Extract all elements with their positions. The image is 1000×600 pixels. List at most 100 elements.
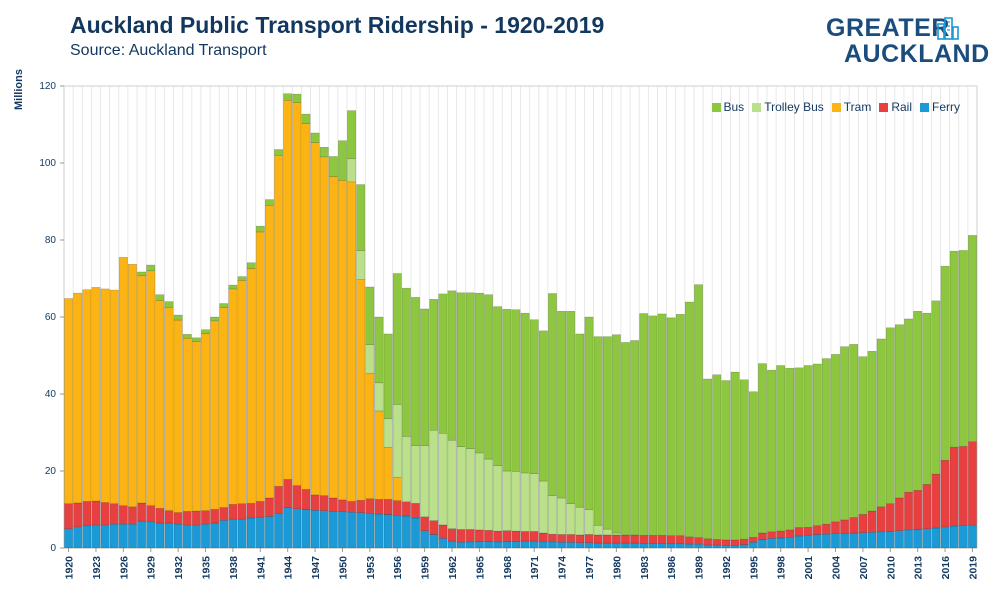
bar-segment-rail (246, 503, 256, 519)
bar-segment-ferry (538, 541, 548, 549)
bar-segment-rail (712, 539, 722, 546)
bar-segment-rail (575, 534, 585, 543)
bar-segment-trolley-bus (511, 471, 521, 532)
bar-segment-rail (392, 500, 402, 516)
bar-segment-ferry (392, 515, 402, 549)
bar-segment-ferry (411, 517, 420, 549)
bar-segment-rail (374, 499, 384, 515)
bar-segment-bus (885, 327, 895, 504)
bar-segment-ferry (548, 541, 557, 549)
bar-segment-rail (867, 510, 877, 533)
bar-segment-ferry (493, 541, 503, 549)
bar-segment-rail (538, 532, 548, 543)
bar-segment-tram (164, 307, 174, 511)
bar-segment-ferry (182, 524, 192, 549)
legend-item-ferry: Ferry (920, 100, 960, 114)
bar-segment-rail (566, 534, 576, 543)
bar-segment-rail (210, 509, 220, 524)
bar-segment-bus (666, 317, 676, 536)
bar-segment-trolley-bus (566, 503, 576, 535)
bar-segment-bus (182, 334, 192, 339)
x-tick-label: 1968 (502, 556, 514, 580)
bar-segment-bus (748, 391, 758, 538)
bar-segment-bus (319, 146, 329, 158)
city-buildings-icon (937, 17, 959, 40)
bar-segment-rail (429, 520, 439, 535)
bar-segment-tram (328, 176, 338, 499)
bar-segment-bus (411, 297, 420, 446)
bar-segment-bus (237, 276, 247, 281)
bar-segment-trolley-bus (365, 344, 375, 374)
bar-segment-tram (383, 447, 393, 500)
bar-segment-rail (904, 491, 913, 531)
bar-segment-bus (548, 293, 557, 496)
legend-label: Bus (723, 100, 745, 114)
bar-segment-bus (246, 262, 256, 269)
bar-segment-bus (392, 273, 402, 405)
bar-segment-trolley-bus (493, 465, 503, 532)
bar-segment-trolley-bus (429, 429, 439, 521)
legend-label: Rail (891, 100, 912, 114)
bar-segment-rail (484, 530, 493, 542)
bar-segment-rail (365, 498, 375, 514)
y-tick-label: 120 (39, 81, 56, 92)
bar-segment-rail (648, 535, 658, 544)
x-tick-label: 1992 (721, 556, 733, 580)
x-tick-label: 2019 (967, 556, 979, 580)
bar-segment-tram (128, 264, 137, 508)
x-tick-label: 2004 (830, 556, 842, 580)
bar-segment-ferry (210, 522, 220, 549)
bar-segment-ferry (894, 530, 904, 549)
bar-segment-bus (429, 299, 439, 431)
bar-segment-tram (228, 288, 238, 505)
bar-segment-ferry (383, 514, 393, 549)
bar-segment-ferry (566, 541, 576, 549)
bar-segment-bus (739, 379, 749, 540)
x-tick-label: 2013 (913, 556, 925, 580)
x-tick-label: 1953 (365, 556, 377, 580)
bar-segment-ferry (475, 541, 484, 549)
x-tick-label: 1923 (91, 556, 103, 580)
bar-segment-ferry (931, 527, 941, 549)
x-tick-label: 2007 (858, 556, 870, 580)
bar-segment-rail (657, 535, 667, 544)
bar-segment-bus (219, 303, 229, 308)
bar-segment-ferry (137, 520, 147, 549)
bar-segment-tram (310, 142, 320, 496)
bar-segment-rail (237, 503, 247, 520)
x-tick-label: 1950 (337, 556, 349, 580)
bar-segment-trolley-bus (529, 473, 539, 532)
bar-segment-tram (392, 477, 402, 501)
bar-segment-ferry (347, 511, 357, 549)
bar-segment-ferry (904, 529, 913, 549)
bar-segment-bus (447, 290, 457, 441)
bar-segment-rail (118, 505, 128, 525)
bar-segment-rail (821, 523, 831, 535)
bar-segment-rail (803, 526, 813, 536)
bar-segment-ferry (447, 540, 457, 549)
bar-segment-rail (557, 534, 566, 543)
x-tick-label: 1962 (447, 556, 459, 580)
bar-segment-ferry (840, 533, 850, 549)
bar-segment-ferry (712, 544, 722, 549)
bar-segment-trolley-bus (538, 480, 548, 534)
bar-segment-rail (109, 503, 119, 525)
bar-segment-rail (356, 500, 366, 513)
bar-segment-ferry (484, 541, 493, 549)
x-tick-label: 1956 (392, 556, 404, 580)
x-tick-label: 1929 (146, 556, 158, 580)
bar-segment-rail (621, 534, 630, 544)
bar-segment-ferry (146, 521, 156, 549)
bar-segment-tram (301, 123, 311, 490)
legend-swatch (711, 102, 721, 112)
bar-segment-ferry (867, 531, 877, 549)
bar-segment-bus (283, 93, 293, 101)
bar-segment-rail (328, 497, 338, 512)
bar-segment-rail (73, 502, 83, 528)
bar-segment-bus (894, 324, 904, 499)
bar-segment-rail (894, 497, 904, 531)
bar-segment-bus (347, 110, 357, 160)
chart-legend: Bus Trolley Bus Tram Rail Ferry (711, 100, 960, 114)
bar-segment-ferry (328, 511, 338, 549)
bar-segment-trolley-bus (456, 446, 466, 530)
